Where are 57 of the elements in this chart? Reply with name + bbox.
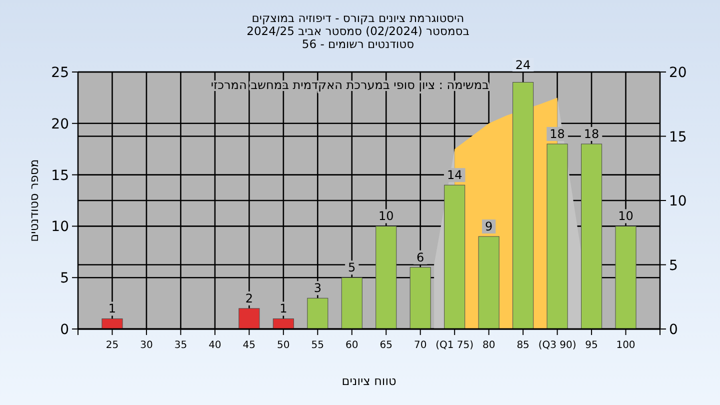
x-tick-label: (Q3 90) bbox=[538, 340, 576, 351]
y2-tick-label: 0 bbox=[669, 322, 678, 338]
x-tick-label: 70 bbox=[414, 340, 427, 351]
data-label: 10 bbox=[378, 209, 394, 224]
bar bbox=[102, 318, 123, 330]
y-tick-label: 20 bbox=[51, 116, 69, 132]
data-label: 9 bbox=[485, 219, 493, 234]
x-tick-label: 60 bbox=[346, 340, 358, 351]
bar bbox=[444, 184, 466, 330]
x-tick-label: 80 bbox=[482, 340, 496, 351]
bar bbox=[238, 308, 260, 330]
bar bbox=[272, 318, 294, 330]
y-axis-title: מספר סטודנטים bbox=[27, 159, 41, 242]
x-tick-label: 100 bbox=[616, 340, 636, 351]
y2-tick-label: 15 bbox=[669, 129, 687, 146]
x-tick-label: 45 bbox=[242, 340, 256, 351]
data-label: 14 bbox=[446, 168, 462, 182]
data-label: 5 bbox=[348, 260, 356, 275]
data-label: 2 bbox=[245, 291, 253, 306]
data-label: 18 bbox=[550, 126, 565, 141]
y2-tick-label: 5 bbox=[669, 258, 678, 274]
data-label: 3 bbox=[314, 281, 322, 296]
y2-tick-label: 20 bbox=[669, 65, 687, 81]
bar bbox=[512, 82, 534, 330]
data-label: 24 bbox=[515, 58, 531, 72]
bar bbox=[615, 226, 636, 330]
x-tick-label: 85 bbox=[516, 340, 530, 351]
y-tick-label: 0 bbox=[60, 322, 69, 338]
x-tick-label: 50 bbox=[277, 340, 290, 351]
bar bbox=[581, 144, 602, 330]
data-label: 1 bbox=[108, 302, 116, 316]
bar bbox=[376, 226, 397, 330]
data-label: 6 bbox=[416, 250, 424, 264]
bar bbox=[341, 277, 362, 330]
bar bbox=[546, 144, 568, 330]
x-tick-label: 35 bbox=[174, 340, 188, 351]
x-tick-label: 95 bbox=[585, 340, 598, 351]
x-tick-label: 30 bbox=[140, 340, 153, 351]
bar bbox=[410, 267, 431, 330]
y-tick-label: 10 bbox=[51, 219, 69, 236]
y-tick-label: 5 bbox=[60, 270, 69, 287]
data-label: 10 bbox=[618, 209, 634, 224]
chart-subtitle: בסמסטר (02/2024) סמסטר אביב 2024/25 סטודנטים רשומים - 56 bbox=[246, 24, 470, 51]
y-tick-label: 25 bbox=[51, 65, 69, 81]
y-tick-label: 15 bbox=[51, 168, 69, 184]
data-label: 18 bbox=[584, 126, 600, 141]
bar bbox=[478, 236, 500, 330]
x-axis-title: טווח ציונים bbox=[342, 374, 396, 388]
x-tick-label: 40 bbox=[208, 340, 222, 351]
x-tick-label: 55 bbox=[311, 340, 324, 351]
data-label: 1 bbox=[280, 302, 288, 316]
x-tick-label: 25 bbox=[106, 340, 119, 351]
bar bbox=[307, 298, 328, 330]
x-tick-label: (Q1 75) bbox=[436, 340, 474, 351]
chart-title: היסטוגרמת ציונים בקורס - דיפוזיה במוצקים bbox=[252, 11, 464, 25]
y2-tick-label: 10 bbox=[669, 194, 687, 210]
x-tick-label: 65 bbox=[380, 340, 392, 351]
